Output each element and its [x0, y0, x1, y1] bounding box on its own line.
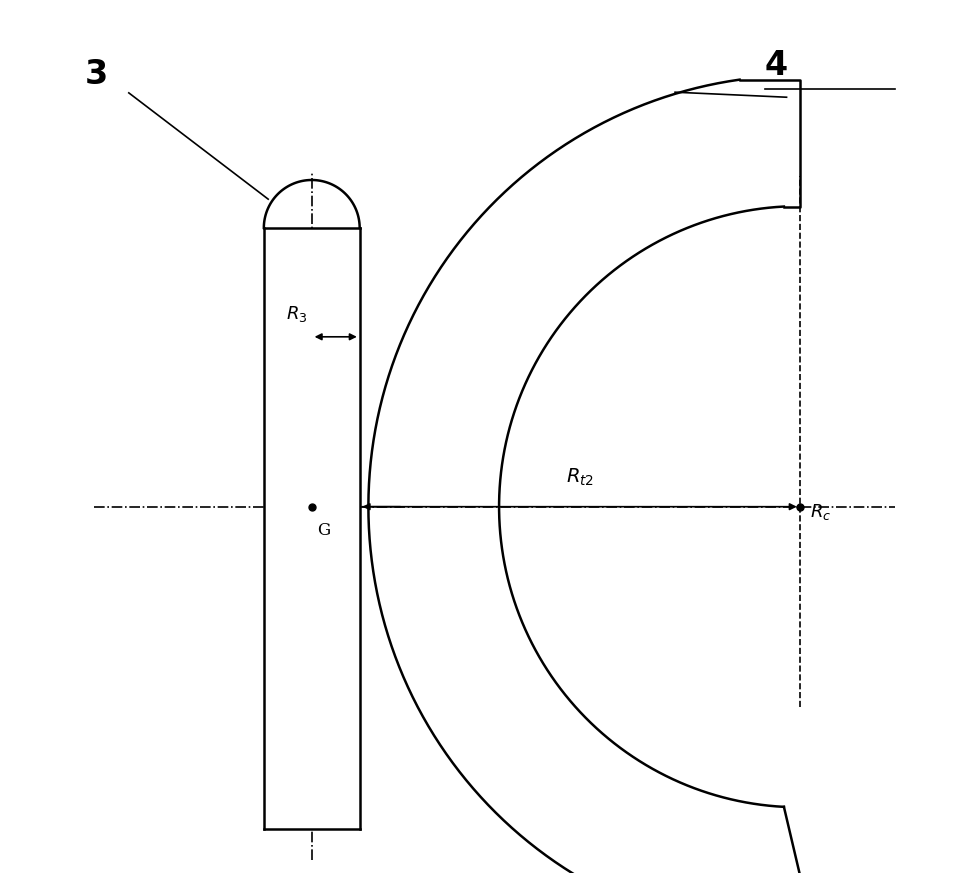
Text: 3: 3 — [86, 58, 109, 91]
Text: $R_{c}$: $R_{c}$ — [810, 503, 831, 523]
Text: 4: 4 — [765, 49, 788, 82]
Text: G: G — [317, 523, 330, 539]
Polygon shape — [368, 80, 815, 874]
Text: $R_{3}$: $R_{3}$ — [286, 304, 307, 323]
Polygon shape — [263, 228, 360, 829]
Text: $R_{t2}$: $R_{t2}$ — [566, 466, 594, 488]
